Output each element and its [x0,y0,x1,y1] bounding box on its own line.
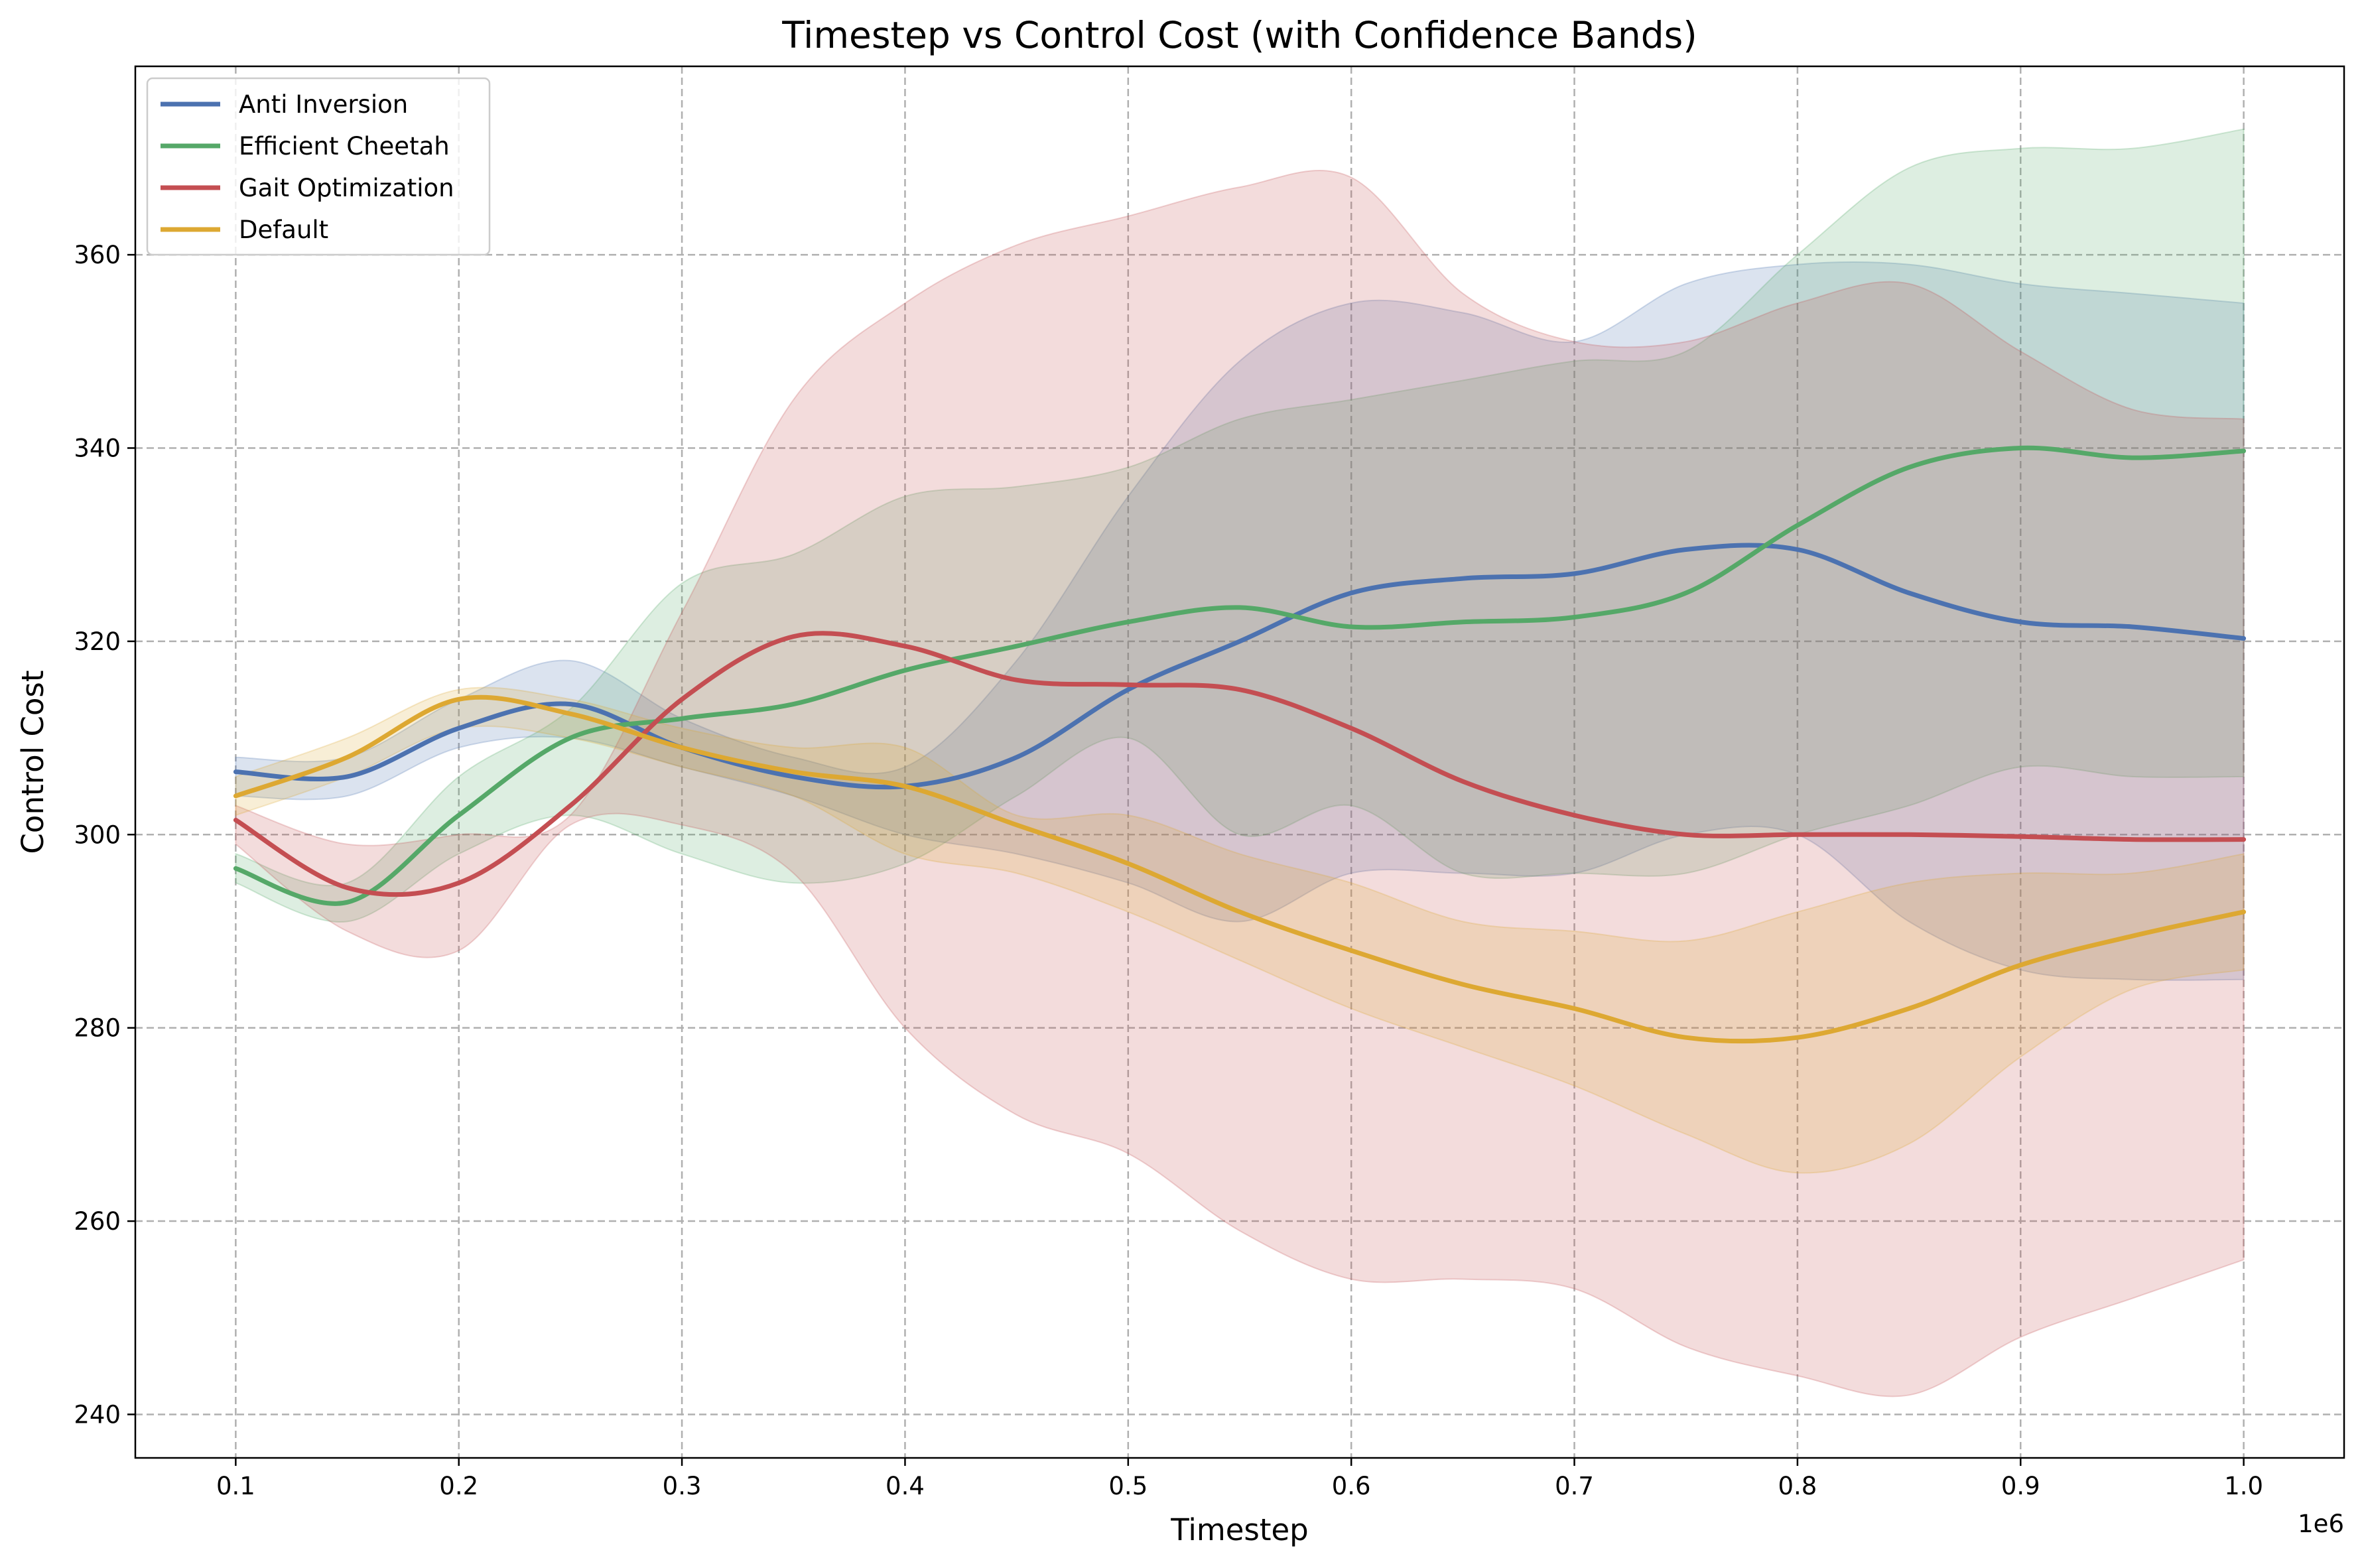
y-tick-label: 260 [74,1207,121,1236]
series-line-default [233,694,2247,1044]
y-tick-label: 340 [74,434,121,462]
legend-label-gait-optimization: Gait Optimization [239,174,454,202]
x-tick-label: 0.7 [1555,1472,1594,1500]
x-tick-label: 0.8 [1778,1472,1817,1500]
x-axis-ticks: 0.1 0.2 0.3 0.4 0.5 0.6 0.7 0.8 0.9 1.0 [216,1458,2263,1500]
series-line-anti-inversion [233,543,2247,790]
x-tick-label: 0.5 [1108,1472,1148,1500]
y-tick-label: 360 [74,241,121,269]
legend-label-default: Default [239,216,328,244]
band-default [235,686,2245,1174]
legend: Anti Inversion Efficient Cheetah Gait Opti… [146,77,491,256]
y-axis-ticks: 240 260 280 300 320 340 360 [74,241,135,1429]
grid [135,66,2344,1458]
band-gait-optimization [235,170,2245,1398]
legend-box [146,77,491,256]
x-tick-label: 0.6 [1332,1472,1371,1500]
confidence-bands [235,128,2245,1398]
y-tick-label: 240 [74,1400,121,1429]
plot-frame [134,65,2345,1459]
x-tick-label: 0.1 [216,1472,255,1500]
series-lines [233,445,2247,1044]
x-axis-label: Timestep [1170,1512,1308,1547]
legend-entries: Anti Inversion Efficient Cheetah Gait Opti… [161,90,454,244]
y-axis-label: Control Cost [15,670,50,854]
y-tick-label: 320 [74,627,121,656]
legend-label-anti-inversion: Anti Inversion [239,90,408,119]
x-tick-label: 0.4 [886,1472,925,1500]
x-tick-label: 0.9 [2001,1472,2040,1500]
band-efficient-cheetah [235,128,2245,923]
x-tick-label: 0.2 [439,1472,478,1500]
x-axis-offset-label: 1e6 [2298,1510,2344,1538]
x-tick-label: 0.3 [663,1472,702,1500]
y-tick-label: 300 [74,820,121,849]
y-tick-label: 280 [74,1014,121,1043]
legend-label-efficient-cheetah: Efficient Cheetah [239,132,450,161]
band-anti-inversion [235,261,2245,981]
x-tick-label: 1.0 [2224,1472,2263,1500]
chart-title: Timestep vs Control Cost (with Confidenc… [781,14,1697,56]
series-line-efficient-cheetah [233,445,2247,906]
series-line-gait-optimization [233,631,2247,897]
